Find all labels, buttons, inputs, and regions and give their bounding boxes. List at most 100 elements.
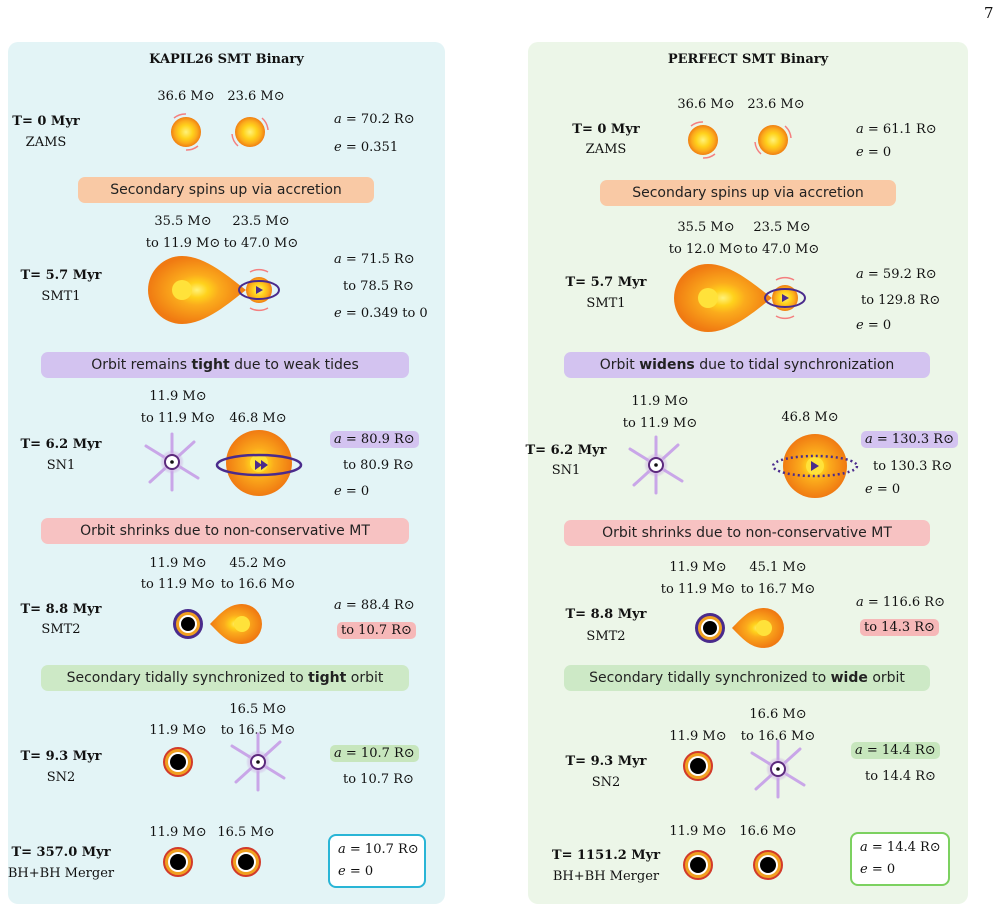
separation: a = 10.7 R⊙ <box>338 842 419 857</box>
mass-primary: 11.9 M⊙ <box>669 824 727 839</box>
stage-time: T= 6.2 Myr <box>525 443 607 458</box>
mass-secondary: 16.5 M⊙ <box>229 702 287 717</box>
mass-primary-to: to 11.9 M⊙ <box>140 411 216 426</box>
stage-time: T= 0 Myr <box>572 122 640 137</box>
stage-time: T= 9.3 Myr <box>565 754 647 769</box>
banner-tidal-sync: Secondary tidally synchronized to tight … <box>41 665 409 691</box>
banner-orbit-shrinks: Orbit shrinks due to non-conservative MT <box>41 518 409 544</box>
stage-label: ZAMS <box>585 142 627 157</box>
separation: a = 14.4 R⊙ <box>851 742 940 759</box>
separation: a = 70.2 R⊙ <box>334 112 415 127</box>
mass-primary-to: to 11.9 M⊙ <box>145 236 221 251</box>
stage-label: SN2 <box>46 770 76 785</box>
massive-star-orbit-icon <box>771 434 859 498</box>
eccentricity: e = 0 <box>856 318 892 333</box>
stage-time: T= 1151.2 Myr <box>551 848 661 863</box>
mass-primary: 36.6 M⊙ <box>157 89 215 104</box>
mass-secondary: 46.8 M⊙ <box>781 410 839 425</box>
stage-label: SN1 <box>551 463 581 478</box>
banner-tidal-sync: Secondary tidally synchronized to wide o… <box>564 665 930 691</box>
mass-primary-to: to 12.0 M⊙ <box>668 242 744 257</box>
mass-secondary: 45.1 M⊙ <box>749 560 807 575</box>
mass-secondary-to: to 47.0 M⊙ <box>744 242 820 257</box>
roche-lobe-overflow-icon <box>148 256 280 324</box>
eccentricity: e = 0.349 to 0 <box>334 306 428 321</box>
supernova-icon <box>230 732 286 792</box>
separation: a = 10.7 R⊙ <box>330 745 419 762</box>
final-orbit-box: a = 14.4 R⊙ e = 0 <box>850 832 950 886</box>
star-secondary-icon <box>231 117 269 147</box>
stage-label: SMT2 <box>41 622 81 637</box>
separation: a = 116.6 R⊙ <box>856 595 945 610</box>
mass-secondary: 23.5 M⊙ <box>232 214 290 229</box>
banner-orbit-tight: Orbit remains tight due to weak tides <box>41 352 409 378</box>
black-hole-icon <box>683 751 713 781</box>
star-primary-icon <box>688 121 718 159</box>
separation-to: to 78.5 R⊙ <box>343 279 414 294</box>
bh-mass-transfer-icon <box>173 604 262 644</box>
right-panel: PERFECT SMT Binary T= 0 Myr ZAMS 36.6 M⊙… <box>525 42 968 904</box>
mass-primary-to: to 11.9 M⊙ <box>622 416 698 431</box>
mass-secondary: 16.6 M⊙ <box>739 824 797 839</box>
separation: a = 88.4 R⊙ <box>334 598 415 613</box>
star-primary-icon <box>171 113 201 151</box>
mass-primary: 11.9 M⊙ <box>149 389 207 404</box>
stage-label: BH+BH Merger <box>552 869 660 884</box>
mass-secondary-to: to 16.6 M⊙ <box>220 577 296 592</box>
mass-secondary: 16.6 M⊙ <box>749 707 807 722</box>
stage-time: T= 8.8 Myr <box>565 607 647 622</box>
separation: a = 14.4 R⊙ <box>860 840 941 855</box>
separation-to: to 80.9 R⊙ <box>343 458 414 473</box>
separation-to: to 14.3 R⊙ <box>860 619 939 636</box>
eccentricity: e = 0 <box>338 864 374 879</box>
stage-label: SN2 <box>591 775 621 790</box>
black-hole-icon <box>683 850 713 880</box>
left-panel: KAPIL26 SMT Binary T= 0 Myr ZAMS 36.6 M⊙… <box>8 42 445 904</box>
eccentricity: e = 0 <box>860 862 896 877</box>
mass-primary: 35.5 M⊙ <box>154 214 212 229</box>
eccentricity: e = 0 <box>856 145 892 160</box>
supernova-icon <box>750 739 806 799</box>
stage-time: T= 6.2 Myr <box>20 437 102 452</box>
stage-time: T= 0 Myr <box>12 114 80 129</box>
supernova-icon <box>144 432 200 492</box>
mass-secondary: 23.5 M⊙ <box>753 220 811 235</box>
black-hole-icon <box>163 747 193 777</box>
eccentricity: e = 0 <box>865 482 901 497</box>
mass-primary: 11.9 M⊙ <box>149 723 207 738</box>
separation-to: to 14.4 R⊙ <box>865 769 936 784</box>
separation-to: to 10.7 R⊙ <box>343 772 414 787</box>
eccentricity: e = 0 <box>334 484 370 499</box>
stage-time: T= 357.0 Myr <box>11 845 111 860</box>
banner-orbit-widens: Orbit widens due to tidal synchronizatio… <box>564 352 930 378</box>
banner-orbit-shrinks: Orbit shrinks due to non-conservative MT <box>564 520 930 546</box>
panel-title: PERFECT SMT Binary <box>667 52 829 67</box>
panel-title: KAPIL26 SMT Binary <box>149 52 304 67</box>
stage-label: SMT1 <box>586 296 626 311</box>
mass-primary: 35.5 M⊙ <box>677 220 735 235</box>
mass-secondary-to: to 47.0 M⊙ <box>223 236 299 251</box>
mass-primary-to: to 11.9 M⊙ <box>140 577 216 592</box>
stage-label: SMT2 <box>586 629 626 644</box>
roche-lobe-overflow-icon <box>674 264 806 332</box>
eccentricity: e = 0.351 <box>334 140 399 155</box>
mass-secondary: 46.8 M⊙ <box>229 411 287 426</box>
mass-primary: 36.6 M⊙ <box>677 97 735 112</box>
separation: a = 80.9 R⊙ <box>330 431 419 448</box>
star-secondary-icon <box>754 125 792 155</box>
banner-spin-up: Secondary spins up via accretion <box>600 180 896 206</box>
separation: a = 59.2 R⊙ <box>856 267 937 282</box>
mass-primary: 11.9 M⊙ <box>669 729 727 744</box>
final-orbit-box: a = 10.7 R⊙ e = 0 <box>328 834 426 888</box>
mass-primary: 11.9 M⊙ <box>149 556 207 571</box>
mass-primary-to: to 11.9 M⊙ <box>660 582 736 597</box>
separation-to: to 10.7 R⊙ <box>337 622 416 639</box>
mass-secondary: 23.6 M⊙ <box>747 97 805 112</box>
mass-secondary-to: to 16.6 M⊙ <box>740 729 816 744</box>
black-hole-icon <box>231 847 261 877</box>
supernova-icon <box>628 435 684 495</box>
stage-time: T= 8.8 Myr <box>20 602 102 617</box>
mass-secondary-to: to 16.7 M⊙ <box>740 582 816 597</box>
mass-secondary: 23.6 M⊙ <box>227 89 285 104</box>
stage-label: SN1 <box>46 458 76 473</box>
